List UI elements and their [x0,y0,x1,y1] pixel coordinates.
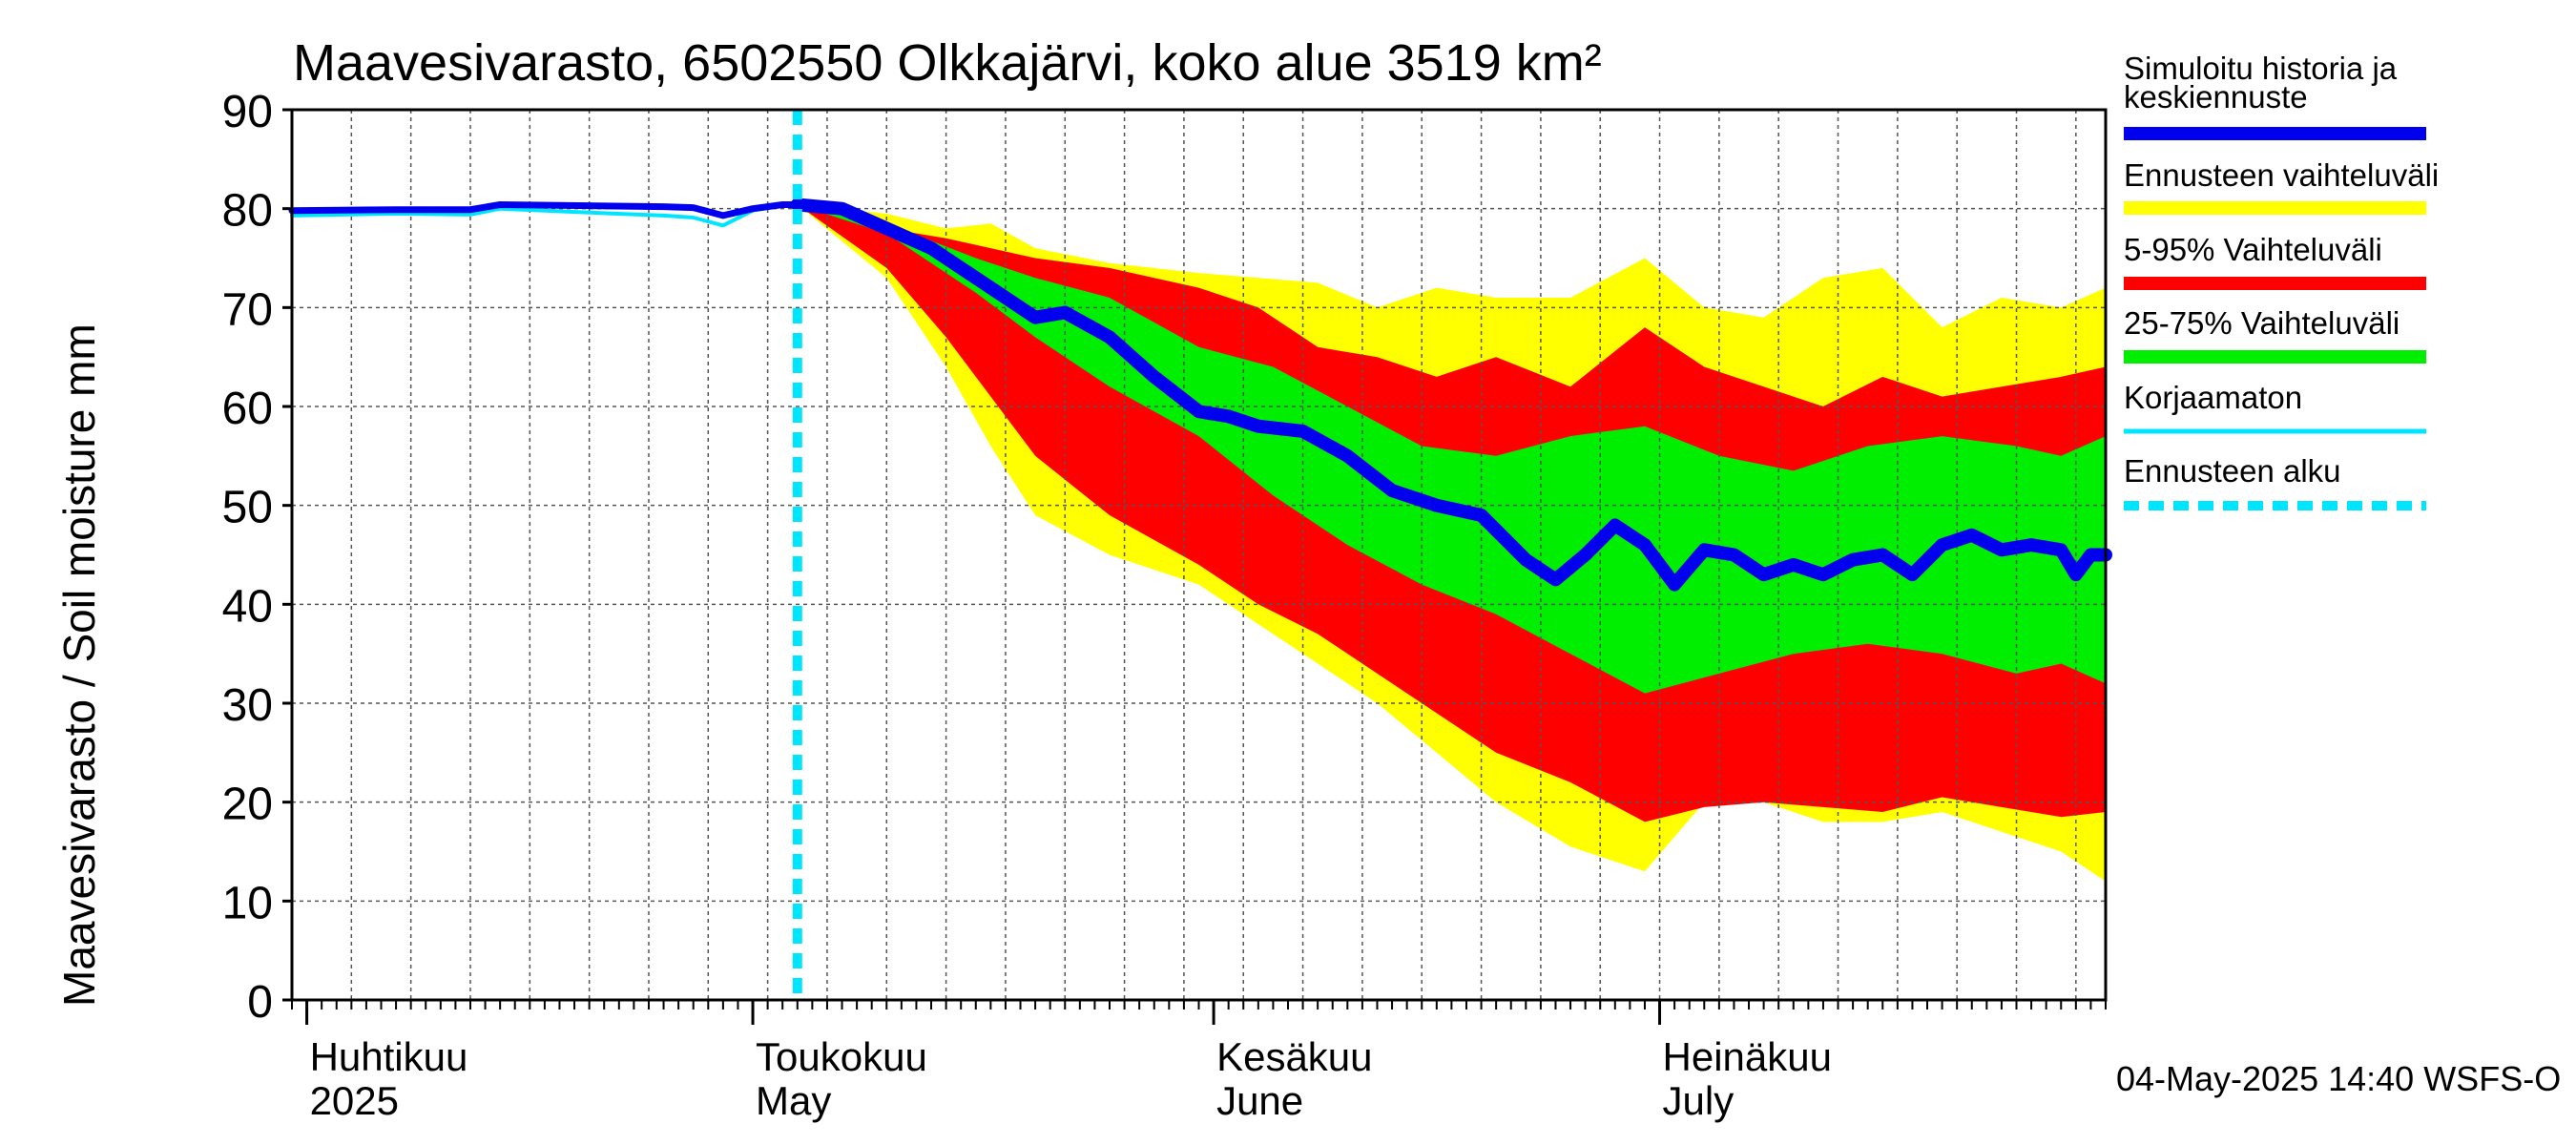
legend-label: Simuloitu historia ja [2124,51,2398,86]
y-tick-label: 10 [222,878,273,928]
y-tick-label: 20 [222,780,273,830]
x-month-label-fi: Huhtikuu [310,1034,468,1079]
x-month-label-fi: Toukokuu [756,1034,927,1079]
y-tick-label: 70 [222,284,273,335]
x-month-label-fi: Heinäkuu [1663,1034,1832,1079]
median-forecast-line [790,198,2112,592]
lines-layer [288,110,2112,1000]
y-tick-label: 40 [222,581,273,632]
history-line [288,201,845,219]
x-month-label-en: 2025 [310,1078,399,1123]
y-tick-label: 0 [247,977,273,1028]
footer-timestamp: 04-May-2025 14:40 WSFS-O [2116,1059,2561,1098]
y-tick-label: 60 [222,384,273,434]
y-tick-label: 50 [222,483,273,533]
x-month-label-en: May [756,1078,831,1123]
y-tick-label: 90 [222,87,273,137]
y-tick-label: 80 [222,186,273,237]
x-month-label-en: June [1216,1078,1303,1123]
y-tick-label: 30 [222,680,273,731]
y-axis-label: Maavesivarasto / Soil moisture mm [54,323,104,1007]
chart-title: Maavesivarasto, 6502550 Olkkajärvi, koko… [293,34,1602,92]
legend-label: Korjaamaton [2124,380,2302,415]
legend-label: Ennusteen alku [2124,453,2341,489]
grid-layer [292,110,2106,1000]
x-month-label-fi: Kesäkuu [1216,1034,1372,1079]
legend-label: 25-75% Vaihteluväli [2124,305,2399,341]
legend-label: keskiennuste [2124,79,2308,114]
legend-label: 5-95% Vaihteluväli [2124,232,2382,267]
legend-label: Ennusteen vaihteluväli [2124,157,2439,193]
x-month-label-en: July [1663,1078,1735,1123]
